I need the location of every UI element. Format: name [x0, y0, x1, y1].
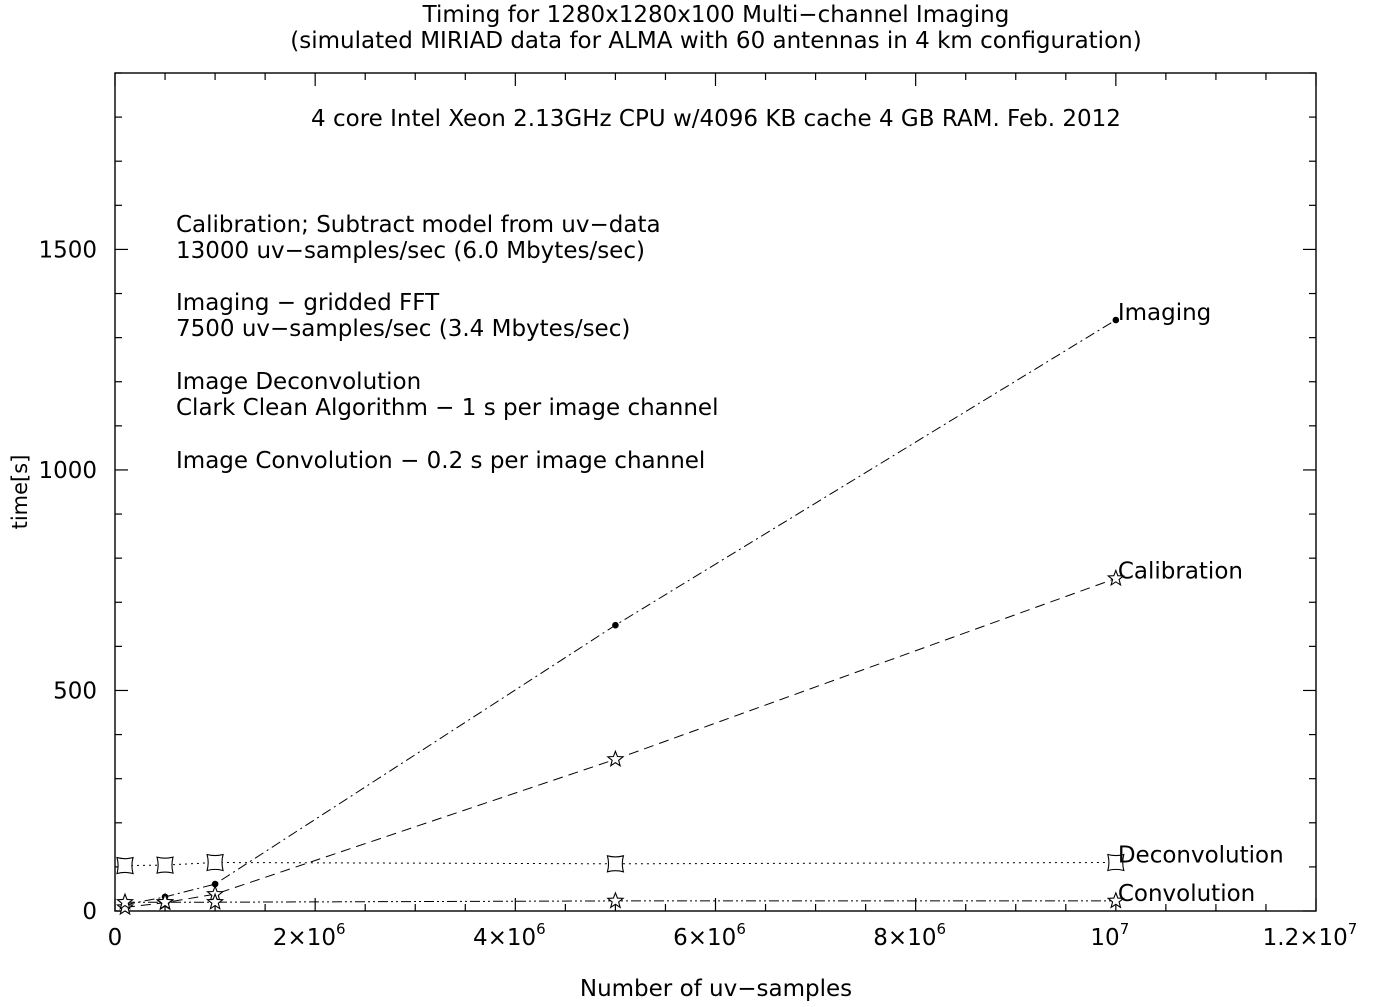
data-point [115, 897, 135, 916]
note-imaging-line1: Imaging − gridded FFT [176, 290, 440, 316]
series-line [125, 900, 1116, 903]
series-label: Deconvolution [1118, 842, 1284, 868]
data-point [155, 892, 175, 910]
data-point [606, 855, 625, 873]
data-point [606, 749, 625, 768]
series-label: Convolution [1118, 881, 1255, 907]
x-tick-label: 8×106 [873, 920, 946, 951]
note-imaging-line2: 7500 uv−samples/sec (3.4 Mbytes/sec) [176, 316, 630, 342]
x-axis: 0 2×106 4×106 6×106 8×106 107 1.2×107 [108, 73, 1358, 951]
data-point [1106, 568, 1125, 587]
x-tick-label: 1.2×107 [1263, 920, 1358, 951]
x-tick-label: 2×106 [273, 920, 346, 951]
hardware-note: 4 core Intel Xeon 2.13GHz CPU w/4096 KB … [311, 106, 1121, 132]
y-axis-label: time[s] [8, 455, 32, 530]
x-tick-label: 4×106 [473, 920, 546, 951]
data-point [205, 892, 225, 910]
y-axis: 0 500 1000 1500 [38, 72, 1316, 925]
note-deconvolution-line2: Clark Clean Algorithm − 1 s per image ch… [176, 395, 718, 421]
x-tick-label: 6×106 [673, 920, 746, 951]
series-calibration: Calibration [115, 558, 1243, 916]
data-point [612, 621, 619, 629]
chart-subtitle: (simulated MIRIAD data for ALMA with 60 … [290, 28, 1141, 54]
y-tick-label: 0 [82, 899, 97, 925]
data-point [206, 853, 224, 872]
data-point [606, 891, 625, 909]
data-point [116, 856, 134, 875]
chart-title: Timing for 1280x1280x100 Multi−channel I… [422, 2, 1010, 28]
x-tick-label: 107 [1090, 920, 1129, 951]
y-tick-label: 1000 [38, 458, 97, 484]
x-axis-label: Number of uv−samples [580, 976, 852, 1002]
series-line [124, 319, 1117, 906]
series-layer: Imaging Calibration Deconvolution Convoluti… [115, 300, 1284, 916]
x-tick-label: 0 [108, 925, 123, 951]
annotation-block: 4 core Intel Xeon 2.13GHz CPU w/4096 KB … [176, 106, 1121, 474]
data-point [1112, 316, 1120, 324]
series-line [124, 577, 1116, 908]
series-label: Imaging [1118, 300, 1211, 326]
data-point [1107, 853, 1125, 872]
note-deconvolution-line1: Image Deconvolution [176, 369, 421, 395]
y-tick-label: 500 [53, 678, 97, 704]
chart-titles: Timing for 1280x1280x100 Multi−channel I… [290, 2, 1141, 54]
note-convolution-line1: Image Convolution − 0.2 s per image chan… [176, 448, 705, 474]
series-imaging: Imaging [121, 300, 1211, 909]
series-convolution: Convolution [115, 881, 1255, 910]
series-label: Calibration [1118, 558, 1243, 584]
data-point [156, 856, 174, 874]
note-calibration-line2: 13000 uv−samples/sec (6.0 Mbytes/sec) [176, 238, 645, 264]
data-point [211, 880, 219, 888]
data-point [1106, 891, 1125, 909]
y-tick-label: 1500 [38, 237, 97, 263]
plot-frame [114, 72, 1317, 912]
note-calibration-line1: Calibration; Subtract model from uv−data [176, 212, 661, 238]
series-deconvolution: Deconvolution [116, 842, 1284, 875]
data-point [115, 892, 135, 910]
